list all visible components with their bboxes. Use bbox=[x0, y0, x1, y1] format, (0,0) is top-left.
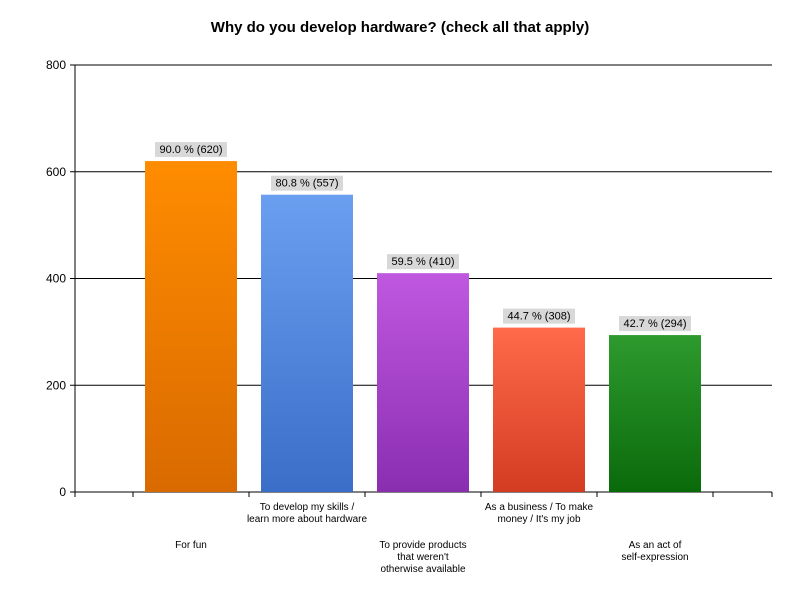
data-label: 42.7 % (294) bbox=[624, 318, 687, 330]
y-tick-label: 600 bbox=[46, 165, 66, 179]
y-tick-label: 800 bbox=[46, 58, 66, 72]
data-label-box bbox=[155, 142, 227, 158]
x-category-label: To develop my skills / learn more about h… bbox=[247, 502, 368, 525]
bar bbox=[145, 161, 237, 492]
data-label: 44.7 % (308) bbox=[508, 311, 571, 323]
bars bbox=[145, 161, 701, 493]
chart-title: Why do you develop hardware? (check all … bbox=[211, 19, 589, 36]
data-label-box bbox=[271, 175, 343, 191]
data-label-box bbox=[387, 254, 459, 270]
x-category-label: To provide products that weren't otherwise… bbox=[379, 540, 466, 575]
x-category-label: For fun bbox=[175, 540, 207, 551]
bar bbox=[377, 273, 469, 492]
y-tick-label: 400 bbox=[46, 272, 66, 286]
y-tick-label: 200 bbox=[46, 378, 66, 392]
labels: 0 200 400 600 800 90.0 % (620) For fun 80.8 % (… bbox=[46, 58, 691, 575]
x-category-label: As an act of self-expression bbox=[621, 540, 688, 563]
data-label: 80.8 % (557) bbox=[276, 178, 339, 190]
data-label-box bbox=[503, 308, 575, 324]
bar bbox=[261, 194, 353, 493]
data-label: 90.0 % (620) bbox=[160, 144, 223, 156]
x-category-label: As a business / To make money / It's my j… bbox=[485, 502, 594, 525]
bar bbox=[493, 327, 585, 492]
bar bbox=[609, 335, 701, 492]
data-label: 59.5 % (410) bbox=[392, 256, 455, 268]
data-label-box bbox=[619, 316, 691, 332]
y-tick-label: 0 bbox=[59, 485, 66, 499]
